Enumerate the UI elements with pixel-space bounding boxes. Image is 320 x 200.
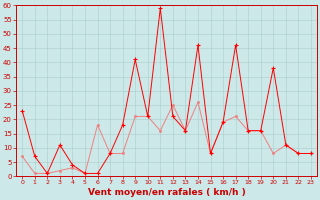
X-axis label: Vent moyen/en rafales ( km/h ): Vent moyen/en rafales ( km/h ) xyxy=(88,188,245,197)
